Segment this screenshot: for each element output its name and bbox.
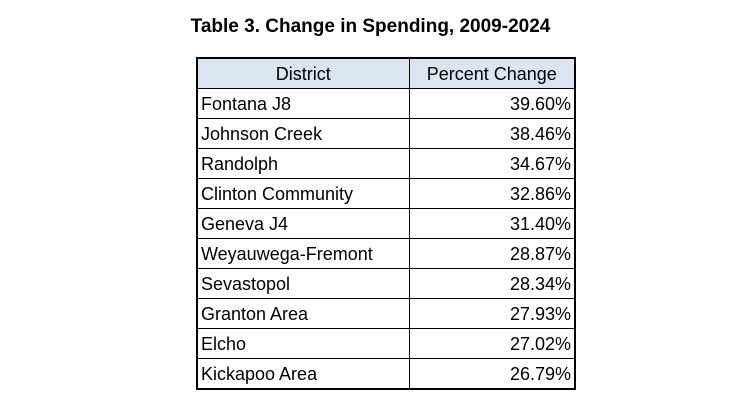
district-cell: Fontana J8	[196, 88, 410, 119]
district-cell: Elcho	[196, 328, 410, 359]
table-body: Fontana J8 39.60% Johnson Creek 38.46% R…	[196, 88, 576, 390]
percent-change-cell: 27.93%	[408, 298, 576, 329]
header-row: District Percent Change	[196, 57, 576, 89]
district-cell: Clinton Community	[196, 178, 410, 209]
column-header-district: District	[196, 57, 410, 89]
spending-change-table: District Percent Change Fontana J8 39.60…	[196, 57, 576, 390]
district-cell: Kickapoo Area	[196, 358, 410, 390]
percent-change-cell: 32.86%	[408, 178, 576, 209]
table-row: Clinton Community 32.86%	[196, 178, 576, 209]
table-row: Kickapoo Area 26.79%	[196, 358, 576, 390]
district-cell: Sevastopol	[196, 268, 410, 299]
percent-change-cell: 31.40%	[408, 208, 576, 239]
district-cell: Geneva J4	[196, 208, 410, 239]
percent-change-cell: 39.60%	[408, 88, 576, 119]
percent-change-cell: 28.34%	[408, 268, 576, 299]
percent-change-cell: 28.87%	[408, 238, 576, 269]
table-row: Johnson Creek 38.46%	[196, 118, 576, 149]
column-header-percent-change: Percent Change	[408, 57, 576, 89]
table-row: Randolph 34.67%	[196, 148, 576, 179]
table-row: Geneva J4 31.40%	[196, 208, 576, 239]
percent-change-cell: 34.67%	[408, 148, 576, 179]
table-row: Sevastopol 28.34%	[196, 268, 576, 299]
table-row: Fontana J8 39.60%	[196, 88, 576, 119]
percent-change-cell: 27.02%	[408, 328, 576, 359]
table-row: Granton Area 27.93%	[196, 298, 576, 329]
table-row: Weyauwega-Fremont 28.87%	[196, 238, 576, 269]
district-cell: Granton Area	[196, 298, 410, 329]
district-cell: Randolph	[196, 148, 410, 179]
percent-change-cell: 38.46%	[408, 118, 576, 149]
table-header: District Percent Change	[196, 57, 576, 89]
district-cell: Weyauwega-Fremont	[196, 238, 410, 269]
percent-change-cell: 26.79%	[408, 358, 576, 390]
table-title: Table 3. Change in Spending, 2009-2024	[190, 16, 551, 37]
table-row: Elcho 27.02%	[196, 328, 576, 359]
district-cell: Johnson Creek	[196, 118, 410, 149]
